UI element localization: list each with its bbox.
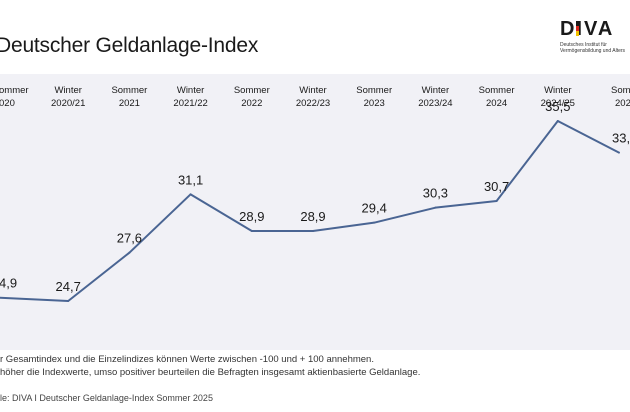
logo-subtitle-line2: Vermögensbildung und Alters [560, 48, 626, 54]
logo-flag-stripe [576, 26, 579, 31]
x-tick-label-top: Sommer [111, 85, 147, 96]
logo-wordmark: DIVA [560, 18, 615, 40]
x-tick-label-bottom: 020 [0, 98, 15, 109]
data-point [67, 300, 70, 302]
data-point [373, 221, 376, 224]
data-point [434, 206, 437, 209]
x-tick-label-top: Winter [299, 85, 326, 96]
data-label: 30,3 [423, 186, 448, 201]
x-tick-label-bottom: 2024/25 [541, 98, 575, 109]
chart-title: Deutscher Geldanlage-Index [0, 34, 259, 57]
data-label: 35,5 [545, 99, 570, 114]
logo-subtitle: Deutsches Institut für Vermögensbildung … [560, 42, 625, 54]
x-tick-label-bottom: 2022/23 [296, 98, 330, 109]
x-tick-label-top: Winter [177, 85, 204, 96]
data-label: 30,7 [484, 179, 509, 194]
x-tick-label-bottom: 2021 [119, 98, 140, 109]
x-tick-label-bottom: 2023 [364, 98, 385, 109]
note-line-2: höher die Indexwerte, umso positiver beu… [0, 367, 421, 378]
plot-background [0, 74, 630, 350]
data-point [312, 230, 314, 232]
data-point [250, 230, 253, 232]
data-point [189, 193, 192, 196]
x-tick-label-bottom: 2020/21 [51, 98, 85, 109]
data-point [495, 200, 498, 202]
logo-subtitle-line1: Deutsches Institut für [560, 42, 607, 48]
x-tick-label-bottom: 2023/24 [418, 98, 452, 109]
data-label: 27,6 [117, 231, 142, 246]
x-tick-label-bottom: 2024 [486, 98, 507, 109]
x-tick-label-top: Sommer [356, 85, 392, 96]
source-note: le: DIVA I Deutscher Geldanlage-Index So… [0, 393, 213, 403]
x-tick-label-bottom: 2021/22 [173, 98, 207, 109]
x-tick-label-top: Sommer [234, 85, 270, 96]
x-tick-label-top: Somm [611, 85, 630, 96]
x-tick-label-top: Sommer [479, 85, 515, 96]
chart-notes: r Gesamtindex und die Einzelindizes könn… [0, 353, 420, 379]
data-point [618, 151, 620, 154]
data-label: 4,9 [0, 276, 17, 291]
logo-flag-stripe [576, 31, 579, 36]
data-label: 33, [612, 131, 630, 146]
note-line-1: r Gesamtindex und die Einzelindizes könn… [0, 354, 374, 365]
x-tick-label-bottom: 2022 [241, 98, 262, 109]
diva-logo: DIVA Deutsches Institut für Vermögensbil… [560, 18, 630, 58]
data-point [556, 120, 559, 122]
data-point [128, 251, 131, 254]
x-tick-label-bottom: 202 [615, 98, 630, 109]
x-tick-label-top: Winter [544, 85, 571, 96]
data-label: 24,7 [56, 279, 81, 294]
x-tick-label-top: Winter [54, 85, 81, 96]
x-tick-label-top: ommer [0, 85, 29, 96]
data-label: 28,9 [300, 209, 325, 224]
x-tick-label-top: Winter [422, 85, 449, 96]
data-label: 31,1 [178, 172, 203, 187]
data-label: 28,9 [239, 209, 264, 224]
data-label: 29,4 [362, 201, 387, 216]
logo-flag-stripe [576, 21, 579, 26]
